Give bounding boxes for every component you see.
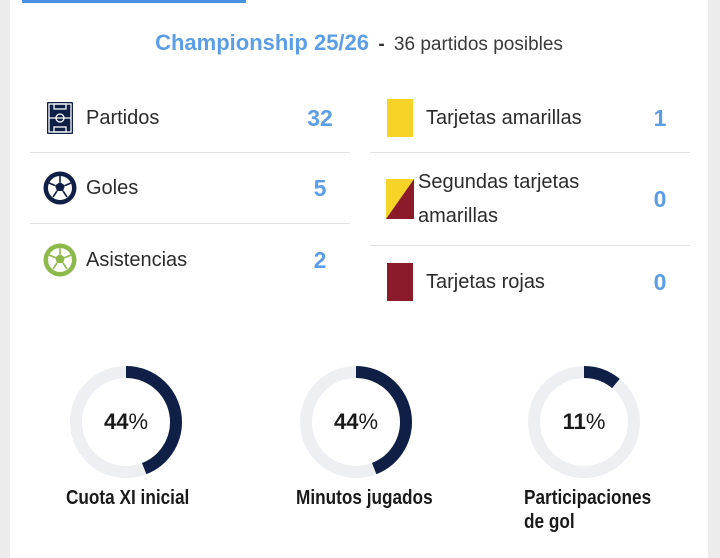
second-yellow-card-icon <box>382 179 418 219</box>
pitch-icon <box>42 100 78 136</box>
stat-label-line2: amarillas <box>418 205 499 227</box>
gauge-percent: 44% <box>103 409 149 434</box>
season-header: Championship 25/26 - 36 partidos posible… <box>10 30 708 56</box>
stat-row-second-yellow: Segundas tarjetas amarillas 0 <box>370 153 690 246</box>
red-card-icon <box>382 263 418 301</box>
gauge-ring <box>70 366 182 478</box>
stats-left-column: Partidos 32 Goles 5 <box>30 84 350 296</box>
stat-label: Goles <box>86 177 139 199</box>
stat-row-yellow-cards: Tarjetas amarillas 1 <box>370 84 690 153</box>
stat-label: Tarjetas amarillas <box>426 107 582 129</box>
tab-indicator <box>22 0 246 3</box>
assist-ball-icon <box>42 242 78 278</box>
gauge-starting-xi: 44% Cuota XI inicial <box>66 364 266 510</box>
stat-label: Tarjetas rojas <box>426 271 545 293</box>
stat-value: 2 <box>313 246 327 273</box>
gauge-percent: 11% <box>562 409 606 434</box>
stat-value: 32 <box>307 104 333 131</box>
stat-value: 0 <box>653 268 667 295</box>
gauges-section: 44% Cuota XI inicial 44% Minutos jugados… <box>10 364 708 554</box>
stat-value: 1 <box>653 104 667 131</box>
gauge-label: Cuota XI inicial <box>66 487 190 509</box>
stat-row-red-cards: Tarjetas rojas 0 <box>370 246 690 318</box>
gauge-label: Participaciones de gol <box>524 487 652 533</box>
gauge-percent: 44% <box>333 409 379 434</box>
gauge-arc <box>70 366 182 478</box>
ball-icon <box>42 170 78 206</box>
title-separator: - <box>378 34 385 55</box>
stats-card: Championship 25/26 - 36 partidos posible… <box>10 0 708 558</box>
gauge-goal-participations: 11% Participaciones de gol <box>524 364 720 534</box>
stat-label: Partidos <box>86 107 160 129</box>
stat-row-matches: Partidos 32 <box>30 84 350 153</box>
competition-title[interactable]: Championship 25/26 <box>155 30 370 55</box>
gauge-ring <box>528 366 640 478</box>
stat-label: Segundas tarjetas amarillas <box>418 165 630 233</box>
gauge-label: Minutos jugados <box>296 487 433 509</box>
possible-matches: 36 partidos posibles <box>393 34 563 55</box>
stat-label-line1: Segundas tarjetas <box>418 171 580 193</box>
stat-value: 0 <box>653 185 667 212</box>
gauge-ring <box>300 366 412 478</box>
stat-label: Asistencias <box>86 249 188 271</box>
gauge-arc <box>528 366 640 478</box>
stat-value: 5 <box>313 174 327 201</box>
stats-right-column: Tarjetas amarillas 1 Segundas tarjetas a… <box>370 84 690 318</box>
gauge-minutes-played: 44% Minutos jugados <box>296 364 496 510</box>
gauge-arc <box>300 366 412 478</box>
stat-row-assists: Asistencias 2 <box>30 224 350 296</box>
yellow-card-icon <box>382 99 418 137</box>
stat-row-goals: Goles 5 <box>30 153 350 224</box>
